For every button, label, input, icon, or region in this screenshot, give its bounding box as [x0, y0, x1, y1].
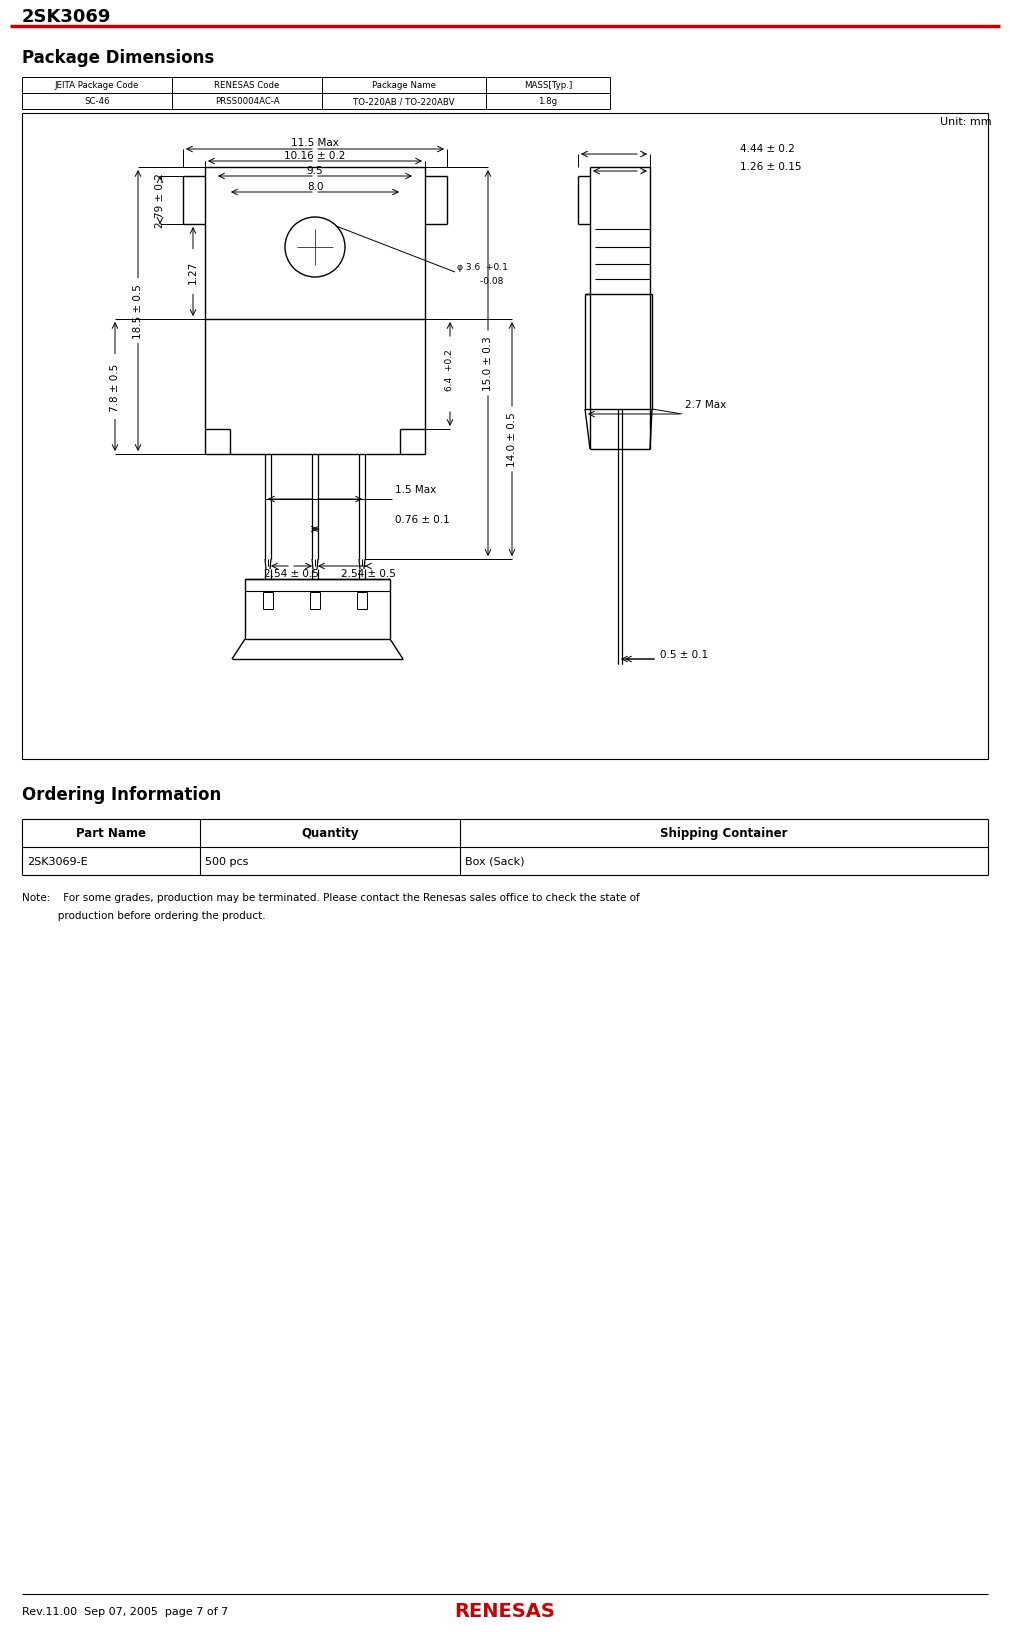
- Text: 2SK3069-E: 2SK3069-E: [27, 857, 88, 867]
- Text: 8.0: 8.0: [307, 181, 323, 193]
- Text: TO-220AB / TO-220ABV: TO-220AB / TO-220ABV: [354, 98, 454, 106]
- Text: Package Dimensions: Package Dimensions: [22, 49, 214, 67]
- Text: Shipping Container: Shipping Container: [661, 827, 788, 840]
- Text: Rev.11.00  Sep 07, 2005  page 7 of 7: Rev.11.00 Sep 07, 2005 page 7 of 7: [22, 1606, 228, 1616]
- Text: PRSS0004AC-A: PRSS0004AC-A: [215, 98, 280, 106]
- Text: 9.5: 9.5: [307, 166, 323, 176]
- Text: 1.5 Max: 1.5 Max: [395, 485, 436, 494]
- Text: 2SK3069: 2SK3069: [22, 8, 111, 26]
- Text: 1.27: 1.27: [188, 261, 198, 284]
- Text: 2.54 ± 0.5: 2.54 ± 0.5: [264, 568, 318, 579]
- Text: Box (Sack): Box (Sack): [465, 857, 524, 867]
- Text: Unit: mm: Unit: mm: [940, 118, 992, 127]
- Text: 11.5 Max: 11.5 Max: [291, 139, 339, 149]
- Text: 2.7 Max: 2.7 Max: [685, 400, 726, 410]
- Text: 1.26 ± 0.15: 1.26 ± 0.15: [740, 162, 802, 171]
- Text: -0.08: -0.08: [457, 277, 503, 286]
- Text: Quantity: Quantity: [301, 827, 359, 840]
- Text: Ordering Information: Ordering Information: [22, 785, 221, 803]
- Text: Part Name: Part Name: [76, 827, 146, 840]
- Text: 15.0 ± 0.3: 15.0 ± 0.3: [483, 336, 493, 392]
- Text: 10.16 ± 0.2: 10.16 ± 0.2: [284, 150, 345, 162]
- Text: 18.5 ± 0.5: 18.5 ± 0.5: [133, 284, 143, 339]
- Text: SC-46: SC-46: [84, 98, 110, 106]
- Text: RENESAS: RENESAS: [454, 1601, 556, 1621]
- Text: RENESAS Code: RENESAS Code: [214, 82, 280, 90]
- Text: Note:    For some grades, production may be terminated. Please contact the Renes: Note: For some grades, production may be…: [22, 893, 639, 902]
- Text: production before ordering the product.: production before ordering the product.: [22, 911, 266, 920]
- Text: 500 pcs: 500 pcs: [205, 857, 248, 867]
- Text: φ 3.6  +0.1: φ 3.6 +0.1: [457, 263, 508, 273]
- Text: 14.0 ± 0.5: 14.0 ± 0.5: [507, 413, 517, 467]
- Bar: [22, 114, 988, 759]
- Text: 0.76 ± 0.1: 0.76 ± 0.1: [395, 514, 449, 524]
- Text: 6.4  +0.2: 6.4 +0.2: [445, 349, 455, 390]
- Text: MASS[Typ.]: MASS[Typ.]: [524, 82, 572, 90]
- Text: 2.54 ± 0.5: 2.54 ± 0.5: [340, 568, 396, 579]
- Text: 4.44 ± 0.2: 4.44 ± 0.2: [740, 144, 795, 153]
- Text: 7.8 ± 0.5: 7.8 ± 0.5: [110, 364, 120, 411]
- Text: 2.79 ± 0.2: 2.79 ± 0.2: [155, 173, 165, 228]
- Text: 0.5 ± 0.1: 0.5 ± 0.1: [660, 650, 708, 659]
- Text: Package Name: Package Name: [372, 82, 436, 90]
- Text: 1.8g: 1.8g: [538, 98, 558, 106]
- Text: JEITA Package Code: JEITA Package Code: [55, 82, 139, 90]
